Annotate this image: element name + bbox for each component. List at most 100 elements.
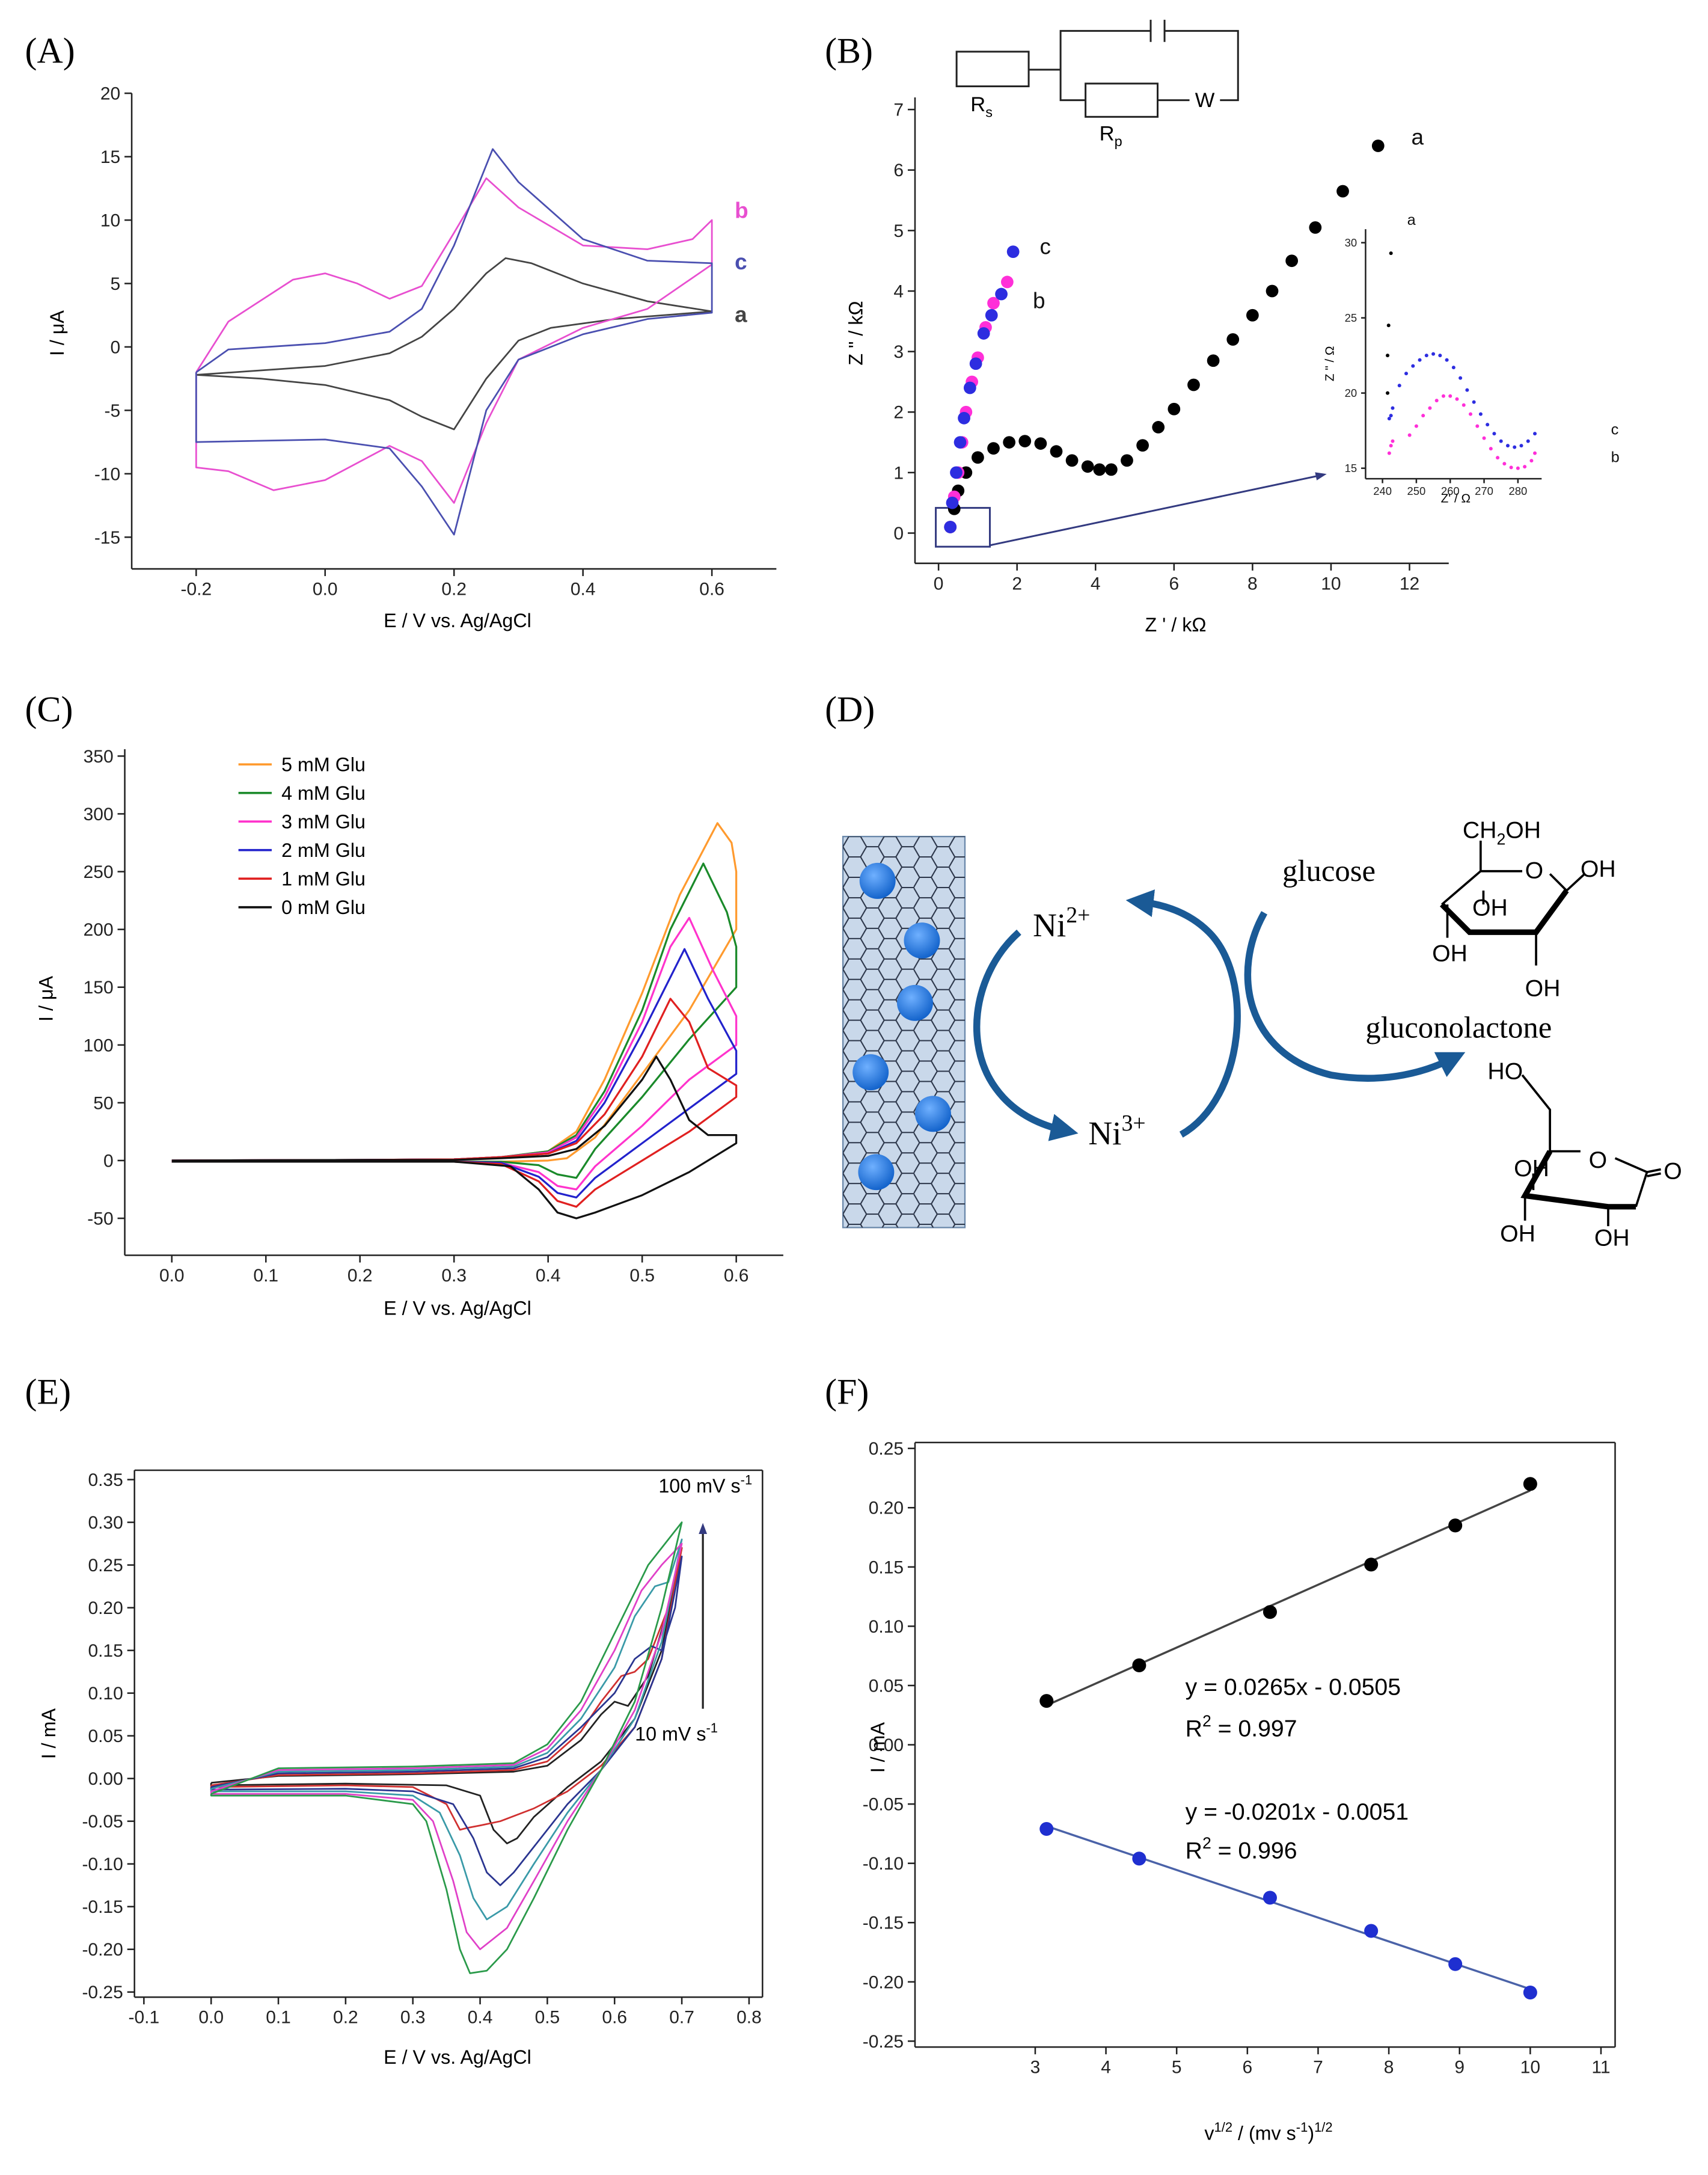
superscript: 2+ [1066, 903, 1090, 928]
y-tick-label: 0.05 [88, 1726, 123, 1746]
superscript: 2 [1202, 1712, 1211, 1730]
point [1472, 400, 1476, 404]
point [1207, 354, 1220, 367]
x-tick-label: 0.4 [571, 580, 596, 600]
y-tick-label: 0.10 [869, 1617, 904, 1637]
y-tick-label: 0.15 [88, 1641, 123, 1661]
point [950, 466, 963, 479]
point [1428, 406, 1432, 410]
series-line [196, 257, 713, 431]
series-label: a [735, 302, 747, 327]
x-axis-label: E / V vs. Ag/AgCl [384, 1298, 531, 1319]
point [1039, 1694, 1054, 1708]
x-tick-label: 240 [1373, 485, 1392, 497]
text-run: R [1186, 1838, 1202, 1864]
point [1523, 1477, 1537, 1491]
text-run: = 0.996 [1211, 1838, 1297, 1864]
series-line [171, 862, 738, 1179]
point [1533, 451, 1537, 455]
point [1431, 352, 1436, 356]
annotation: 10 mV s-1 [635, 1720, 718, 1745]
fit-r2: R2 = 0.996 [1186, 1834, 1297, 1864]
point [1404, 372, 1408, 376]
text-run: v [1204, 2123, 1214, 2144]
superscript: 1/2 [1314, 2120, 1333, 2135]
nanotube [842, 835, 966, 1229]
circuit-label: W [1195, 89, 1215, 112]
circuit-label: Rp [1100, 122, 1122, 149]
x-tick-label: 5 [1172, 2058, 1182, 2078]
x-tick-label: 8 [1384, 2058, 1394, 2078]
point [944, 521, 957, 533]
fit-equation: y = -0.0201x - 0.0051 [1186, 1799, 1409, 1825]
atom: O [1525, 857, 1543, 883]
atom: O [1589, 1147, 1607, 1173]
series-line [195, 148, 713, 536]
arrow [973, 929, 1079, 1141]
point [1371, 140, 1385, 152]
x-tick-label: 2 [1012, 574, 1022, 594]
point [1526, 439, 1530, 443]
atom: OH [1432, 941, 1468, 967]
x-tick-label: 0.1 [266, 2008, 291, 2028]
series-label: a [1407, 212, 1416, 229]
panel-label: (D) [825, 690, 875, 729]
panel-label: (A) [25, 31, 75, 70]
x-tick-label: 250 [1407, 485, 1426, 497]
x-tick-label: 7 [1313, 2058, 1323, 2078]
text-run: CH [1463, 817, 1497, 843]
y-tick-label: 15 [100, 147, 120, 167]
point [1465, 388, 1469, 392]
point [1309, 221, 1322, 234]
y-tick-label: 7 [893, 100, 904, 120]
gluconolactone-label: gluconolactone [1365, 1010, 1552, 1044]
legend-label: 2 mM Glu [281, 839, 366, 861]
point [1263, 1605, 1277, 1619]
y-tick-label: 0 [893, 524, 904, 544]
x-tick-label: 0.5 [629, 1266, 655, 1286]
y-tick-label: 150 [84, 978, 114, 998]
y-tick-label: 20 [100, 84, 120, 104]
point [1285, 254, 1299, 268]
point [1505, 444, 1510, 448]
point [1407, 433, 1412, 437]
y-tick-label: -0.25 [863, 2032, 904, 2052]
legend-label: 3 mM Glu [281, 811, 366, 833]
y-tick-label: 200 [84, 920, 114, 940]
x-tick-label: 10 [1520, 2058, 1540, 2078]
y-tick-label: 5 [110, 274, 120, 294]
series-label: c [1611, 421, 1619, 438]
y-tick-label: 50 [93, 1093, 113, 1113]
x-tick-label: 10 [1321, 574, 1341, 594]
point [1168, 402, 1181, 416]
point [1386, 391, 1390, 395]
point [985, 308, 998, 322]
point [953, 436, 967, 449]
superscript: 3+ [1122, 1111, 1146, 1136]
y-tick-label: 30 [1345, 236, 1358, 249]
atom: CH2OH [1463, 817, 1541, 848]
y-tick-label: 4 [893, 282, 904, 302]
point [1486, 423, 1490, 427]
point [1050, 445, 1063, 458]
point [1397, 384, 1401, 388]
x-tick-label: 6 [1242, 2058, 1252, 2078]
y-tick-label: -50 [87, 1209, 113, 1229]
point [1364, 1557, 1379, 1572]
circuit [955, 19, 1239, 118]
y-tick-label: 25 [1345, 311, 1358, 324]
point [1513, 445, 1517, 449]
ni-particle [858, 1154, 895, 1191]
y-tick-label: 100 [84, 1035, 114, 1055]
x-tick-label: -0.2 [180, 580, 212, 600]
x-tick-label: 0.4 [468, 2008, 493, 2028]
panel-label: (B) [825, 31, 873, 70]
series-line [210, 1547, 683, 1831]
point [1364, 1924, 1379, 1938]
y-tick-label: 10 [100, 211, 120, 231]
point [1389, 414, 1393, 418]
point [1434, 399, 1439, 403]
x-tick-label: -0.1 [129, 2008, 160, 2028]
text-run: 100 mV s [658, 1475, 740, 1497]
y-tick-label: 20 [1345, 387, 1358, 399]
